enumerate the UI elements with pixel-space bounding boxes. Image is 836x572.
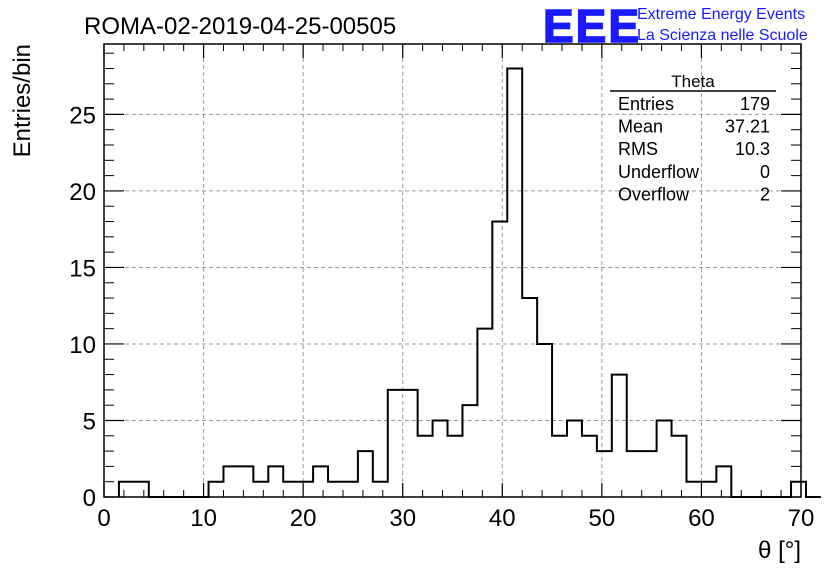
- histogram-bin: [597, 451, 612, 497]
- y-axis-label: Entries/bin: [9, 44, 36, 157]
- histogram-bin: [388, 390, 403, 497]
- logo-line-2: La Scienza nelle Scuole: [637, 27, 808, 44]
- y-tick-label: 0: [83, 485, 96, 512]
- plot-frame: [103, 43, 802, 498]
- x-tick-label: 20: [290, 505, 317, 532]
- histogram-bin: [448, 436, 463, 497]
- histogram-bin: [642, 451, 657, 497]
- stats-row-value: 2: [760, 184, 770, 204]
- logo-line-1: Extreme Energy Events: [637, 6, 805, 23]
- stats-title: Theta: [671, 72, 715, 91]
- axis-ticks: [103, 44, 802, 498]
- x-tick-label: 60: [688, 505, 715, 532]
- x-tick-label: 70: [788, 505, 815, 532]
- histogram-bin: [298, 482, 313, 497]
- histogram-bin: [507, 68, 522, 497]
- y-tick-label: 15: [69, 255, 96, 282]
- histogram-bin: [627, 451, 642, 497]
- histogram-bin: [134, 482, 149, 497]
- y-tick-label: 5: [83, 408, 96, 435]
- stats-row-value: 179: [740, 94, 770, 114]
- histogram-bin: [477, 329, 492, 497]
- stats-rows: Entries 179 Mean 37.21 RMS 10.3 Underflow 0 Over…: [618, 94, 770, 204]
- x-tick-label: 50: [589, 505, 616, 532]
- stats-box: Theta Entries 179 Mean 37.21 RMS 10.3 Underflo…: [610, 72, 776, 204]
- histogram-bin: [716, 466, 731, 497]
- stats-row-label: Underflow: [618, 162, 700, 182]
- histogram-bin: [672, 436, 687, 497]
- histogram-bin: [268, 466, 283, 497]
- histogram-bin: [119, 482, 134, 497]
- histogram-bin: [522, 298, 537, 497]
- histogram-bars: [117, 67, 821, 498]
- histogram-bin: [462, 405, 477, 497]
- x-axis-label: θ [°]: [758, 537, 801, 564]
- stats-row-value: 0: [760, 162, 770, 182]
- histogram-bin: [403, 390, 418, 497]
- stats-row-label: Mean: [618, 117, 663, 137]
- histogram-bin: [209, 482, 224, 497]
- histogram-bin: [582, 436, 597, 497]
- y-tick-label: 10: [69, 332, 96, 359]
- histogram-bin: [313, 466, 328, 497]
- histogram-bin: [418, 436, 433, 497]
- histogram-bin: [686, 482, 701, 497]
- grid-lines: [104, 44, 801, 497]
- x-tick-labels: 0 10 20 30 40 50 60 70: [97, 505, 814, 532]
- stats-row-value: 10.3: [735, 139, 770, 159]
- x-tick-label: 40: [489, 505, 516, 532]
- histogram-bin: [343, 482, 358, 497]
- histogram-bin: [567, 420, 582, 497]
- y-tick-label: 25: [69, 102, 96, 129]
- x-tick-label: 10: [190, 505, 217, 532]
- y-tick-label: 20: [69, 179, 96, 206]
- histogram-bin: [328, 482, 343, 497]
- histogram-bin: [612, 375, 627, 497]
- stats-row-label: Overflow: [618, 184, 690, 204]
- histogram-bin: [433, 420, 448, 497]
- stats-row-label: Entries: [618, 94, 674, 114]
- x-tick-label: 30: [389, 505, 416, 532]
- stats-row-label: RMS: [618, 139, 658, 159]
- histogram-bin: [701, 482, 716, 497]
- chart-title: ROMA-02-2019-04-25-00505: [84, 13, 396, 40]
- histogram-bin: [791, 482, 806, 497]
- x-tick-label: 0: [97, 505, 110, 532]
- eee-logo: EEE Extreme Energy Events La Scienza nel…: [542, 0, 808, 53]
- histogram-bin: [492, 222, 507, 497]
- stats-row-value: 37.21: [725, 117, 770, 137]
- histogram-bin: [552, 436, 567, 497]
- histogram-bin: [358, 451, 373, 497]
- histogram-outline: [117, 67, 821, 498]
- histogram-bin: [373, 482, 388, 497]
- histogram-bin: [657, 420, 672, 497]
- y-tick-labels: 0 5 10 15 20 25: [69, 102, 96, 512]
- histogram-bin: [238, 466, 253, 497]
- histogram-bin: [283, 482, 298, 497]
- histogram-bin: [253, 482, 268, 497]
- histogram-bin: [223, 466, 238, 497]
